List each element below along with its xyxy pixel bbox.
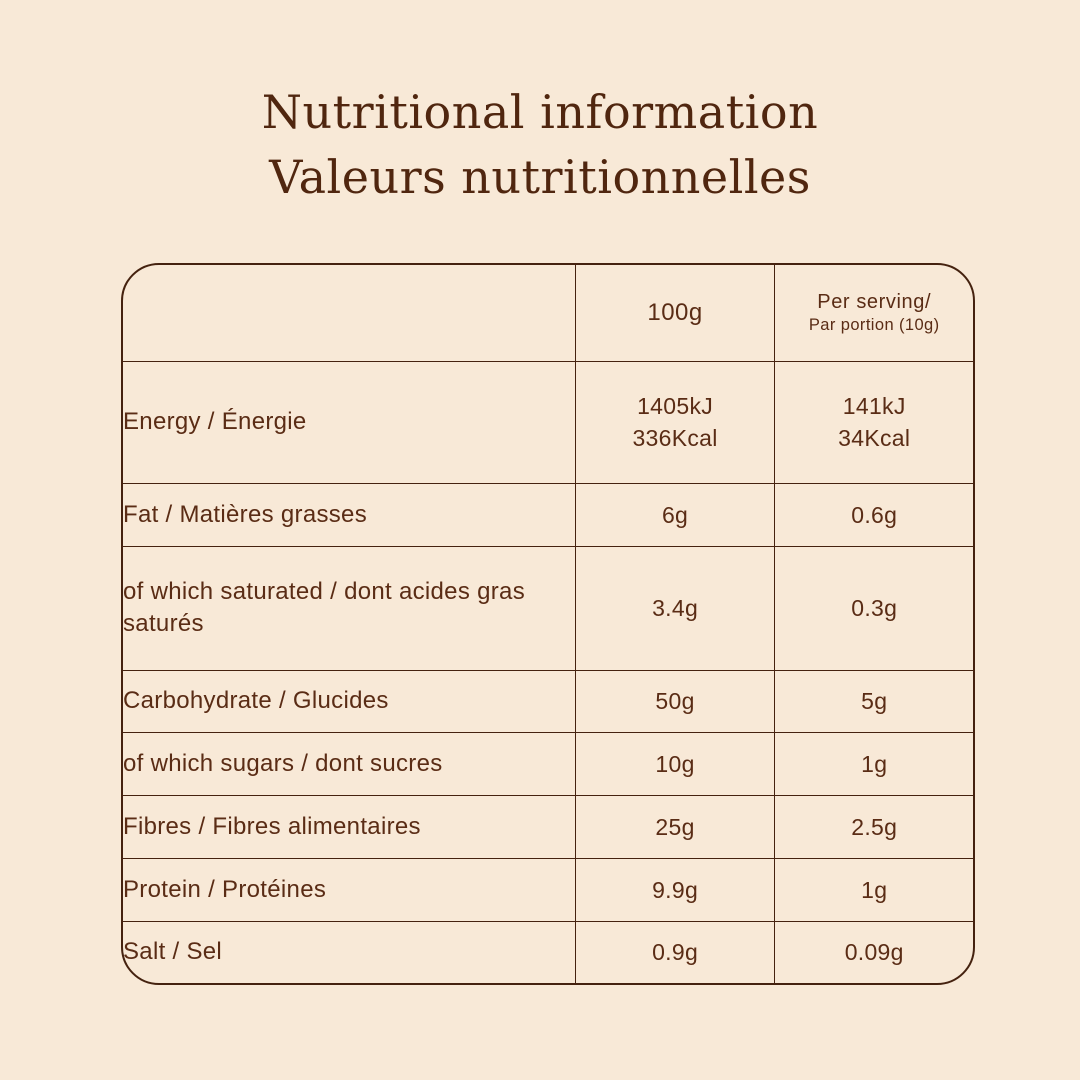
row-label: Salt / Sel	[123, 921, 576, 983]
row-value-serving: 1g	[774, 858, 973, 922]
table-header-row: 100g Per serving/ Par portion (10g)	[123, 265, 973, 362]
page-title-line-fr: Valeurs nutritionnelles	[269, 150, 811, 204]
row-value-serving: 2.5g	[774, 795, 973, 859]
row-value-100g: 25g	[575, 795, 776, 859]
row-value-serving: 0.6g	[774, 483, 973, 548]
row-value-serving: 141kJ 34Kcal	[774, 361, 973, 485]
row-label: Protein / Protéines	[123, 858, 576, 922]
row-value-100g: 1405kJ 336Kcal	[575, 361, 776, 485]
row-value-100g: 0.9g	[575, 921, 776, 983]
row-label: of which sugars / dont sucres	[123, 732, 576, 797]
header-per-serving-fr: Par portion (10g)	[808, 315, 940, 334]
header-per-serving-en: Per serving/	[817, 290, 932, 313]
row-label: Carbohydrate / Glucides	[123, 670, 576, 734]
row-label: Fat / Matières grasses	[123, 483, 576, 548]
header-empty-cell	[123, 265, 576, 362]
row-value-100g: 9.9g	[575, 858, 776, 922]
table-row-energy: Energy / Énergie 1405kJ 336Kcal 141kJ 34…	[123, 361, 973, 485]
page-title: Nutritional information Valeurs nutritio…	[0, 80, 1080, 210]
table-row-salt: Salt / Sel 0.9g 0.09g	[123, 921, 973, 983]
header-per-100g: 100g	[575, 265, 776, 362]
row-value-serving: 5g	[774, 670, 973, 734]
row-value-serving: 0.09g	[844, 939, 904, 966]
row-value-100g: 10g	[575, 732, 776, 797]
table-row-fat: Fat / Matières grasses 6g 0.6g	[123, 483, 973, 548]
table-row-saturated: of which saturated / dont acides gras sa…	[123, 546, 973, 671]
row-value-serving: 0.3g	[774, 546, 973, 671]
nutrition-table: 100g Per serving/ Par portion (10g) Ener…	[123, 265, 973, 983]
row-label: Energy / Énergie	[123, 361, 576, 485]
row-label: of which saturated / dont acides gras sa…	[123, 546, 576, 671]
table-row-fibres: Fibres / Fibres alimentaires 25g 2.5g	[123, 795, 973, 859]
row-label: Fibres / Fibres alimentaires	[123, 795, 576, 859]
row-value-100g: 50g	[575, 670, 776, 734]
row-value-100g: 3.4g	[575, 546, 776, 671]
table-row-carbohydrate: Carbohydrate / Glucides 50g 5g	[123, 670, 973, 734]
page-title-line-en: Nutritional information	[261, 85, 819, 139]
table-row-sugars: of which sugars / dont sucres 10g 1g	[123, 732, 973, 797]
nutrition-table-container: 100g Per serving/ Par portion (10g) Ener…	[121, 263, 975, 985]
table-row-protein: Protein / Protéines 9.9g 1g	[123, 858, 973, 922]
row-value-serving: 1g	[774, 732, 973, 797]
row-value-100g: 6g	[575, 483, 776, 548]
header-per-serving: Per serving/ Par portion (10g)	[774, 265, 973, 362]
